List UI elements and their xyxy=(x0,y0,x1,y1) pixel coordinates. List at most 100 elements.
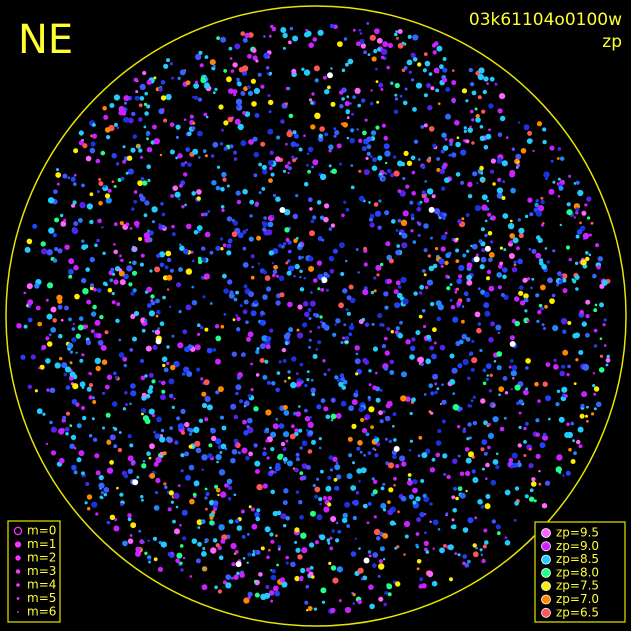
star xyxy=(368,554,372,558)
star xyxy=(423,273,427,277)
star xyxy=(265,66,270,70)
star xyxy=(306,152,310,155)
star xyxy=(131,207,135,211)
star xyxy=(233,493,237,497)
star xyxy=(523,426,527,431)
star xyxy=(374,28,380,35)
star xyxy=(388,258,394,264)
star xyxy=(287,87,291,90)
star xyxy=(191,259,195,263)
star xyxy=(332,332,337,337)
star xyxy=(479,264,485,270)
star xyxy=(452,404,459,411)
star xyxy=(350,128,355,133)
star xyxy=(171,224,175,229)
star xyxy=(260,141,266,147)
star xyxy=(282,500,288,506)
star xyxy=(168,490,174,496)
star xyxy=(339,373,345,378)
star xyxy=(352,515,357,521)
star xyxy=(205,507,208,511)
star xyxy=(312,159,319,166)
star xyxy=(318,446,322,450)
star xyxy=(73,265,79,271)
star xyxy=(579,413,585,419)
star xyxy=(497,264,503,269)
star xyxy=(118,352,125,358)
star xyxy=(492,459,499,465)
star xyxy=(358,547,361,550)
star xyxy=(39,364,45,370)
zp-label: zp=9.0 xyxy=(556,539,599,553)
star xyxy=(253,151,260,158)
star xyxy=(303,181,309,187)
star xyxy=(41,344,47,350)
star xyxy=(309,330,313,333)
star xyxy=(254,549,257,553)
star xyxy=(425,358,432,365)
star xyxy=(375,80,379,83)
star xyxy=(232,220,239,226)
star xyxy=(260,593,267,600)
star xyxy=(133,220,140,227)
star xyxy=(88,383,94,388)
star xyxy=(204,55,209,59)
star xyxy=(118,338,122,342)
star xyxy=(316,514,323,521)
star xyxy=(509,171,515,178)
star xyxy=(511,452,518,459)
star xyxy=(514,384,521,391)
star xyxy=(32,223,38,229)
star xyxy=(595,243,600,248)
star xyxy=(411,78,415,82)
star xyxy=(123,473,129,479)
star xyxy=(499,246,503,250)
star xyxy=(264,275,271,281)
star xyxy=(76,457,82,463)
star xyxy=(339,104,344,109)
star xyxy=(596,265,601,270)
star xyxy=(331,529,335,533)
star xyxy=(278,275,285,282)
star xyxy=(183,248,189,255)
star xyxy=(333,127,337,131)
star xyxy=(194,344,201,351)
star xyxy=(586,420,589,423)
star xyxy=(538,470,541,473)
star xyxy=(129,443,134,448)
star xyxy=(433,341,437,345)
star xyxy=(138,103,143,108)
star xyxy=(376,273,380,277)
star xyxy=(351,399,358,406)
star xyxy=(192,121,196,125)
star xyxy=(275,534,278,537)
star xyxy=(395,280,401,286)
star xyxy=(301,67,305,72)
star xyxy=(593,407,597,411)
star xyxy=(246,85,251,90)
star xyxy=(338,381,344,387)
star xyxy=(248,236,254,242)
star xyxy=(577,426,584,433)
star xyxy=(415,532,420,536)
star xyxy=(585,414,588,418)
star xyxy=(90,141,96,147)
star xyxy=(187,162,192,167)
star xyxy=(434,390,438,395)
star xyxy=(363,262,368,267)
star xyxy=(370,89,373,92)
star xyxy=(228,46,233,51)
star xyxy=(454,552,458,555)
star xyxy=(148,456,152,460)
star xyxy=(286,130,293,138)
star xyxy=(523,124,530,131)
star xyxy=(369,603,375,610)
star xyxy=(359,450,363,454)
star xyxy=(100,344,107,351)
star xyxy=(411,191,417,196)
star xyxy=(86,203,93,210)
star xyxy=(113,279,119,285)
star xyxy=(376,536,381,541)
star xyxy=(390,173,395,178)
star xyxy=(574,261,579,265)
